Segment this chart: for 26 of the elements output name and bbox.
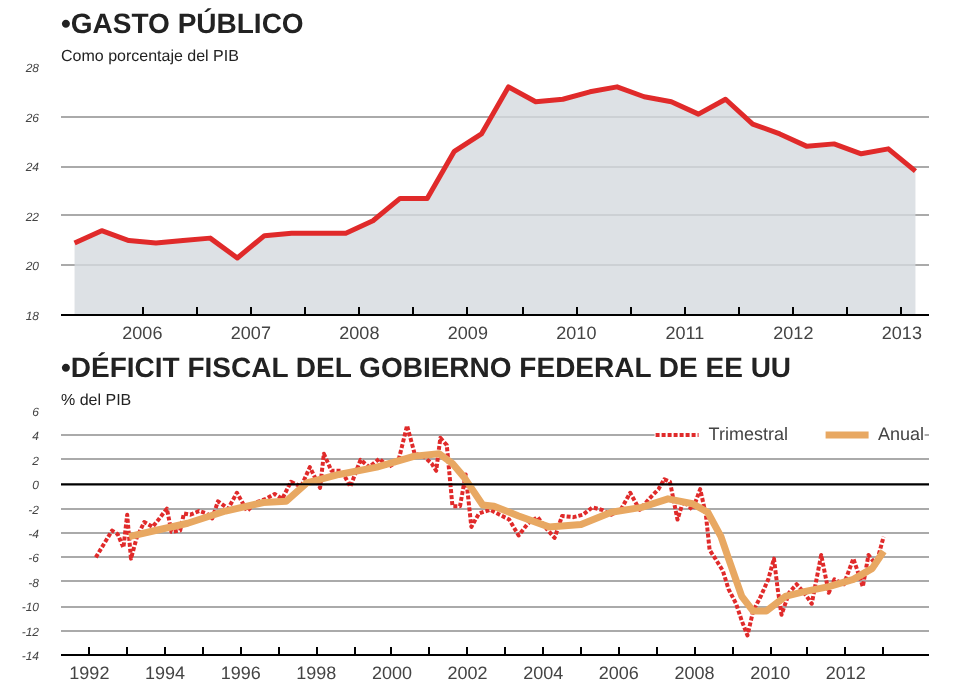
x-tick-label: 1992 xyxy=(69,663,110,683)
x-tick-label: 2009 xyxy=(447,323,488,343)
x-tick-label: 2010 xyxy=(750,663,791,683)
x-tick-label: 2004 xyxy=(523,663,564,683)
x-tick-label: 2012 xyxy=(825,663,866,683)
x-tick-label: 1994 xyxy=(144,663,186,683)
x-tick-label: 2007 xyxy=(230,323,271,343)
x-tick-label: 2006 xyxy=(598,663,639,683)
x-tick-label: 2000 xyxy=(371,663,412,683)
x-tick-label: 1998 xyxy=(296,663,337,683)
legend-label: Anual xyxy=(877,424,924,444)
x-tick-label: 2013 xyxy=(881,323,922,343)
line-series xyxy=(125,450,888,615)
chart-subtitle: Como porcentaje del PIB xyxy=(61,47,239,65)
x-tick-label: 2002 xyxy=(447,663,488,683)
x-tick-label: 2012 xyxy=(773,323,814,343)
chart-title: •DÉFICIT FISCAL DEL GOBIERNO FEDERAL DE EE UU xyxy=(61,351,792,383)
chart-subtitle: % del PIB xyxy=(61,391,132,409)
x-tick-label: 1996 xyxy=(220,663,261,683)
legend-label: Trimestral xyxy=(708,424,788,444)
x-tick-label: 2011 xyxy=(665,323,705,343)
x-tick-label: 2008 xyxy=(674,663,715,683)
x-tick-label: 2006 xyxy=(122,323,163,343)
x-tick-label: 2010 xyxy=(556,323,597,343)
chart-title: •GASTO PÚBLICO xyxy=(61,7,304,39)
x-tick-label: 2008 xyxy=(339,323,380,343)
